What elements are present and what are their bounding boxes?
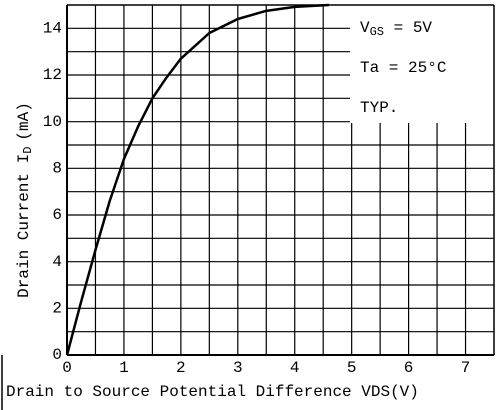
curves bbox=[65, 3, 329, 356]
y-tick-label: 6 bbox=[52, 206, 62, 224]
y-tick-label: 12 bbox=[43, 66, 62, 84]
x-tick-label: 5 bbox=[347, 359, 357, 377]
curve bbox=[65, 3, 329, 356]
annotation-text: Ta = 25°C bbox=[360, 59, 446, 77]
annotation: TYP. bbox=[360, 99, 398, 117]
y-axis-label-unit: (mA) bbox=[15, 102, 33, 140]
y-axis-label-subscript: D bbox=[21, 147, 35, 154]
annotation-box bbox=[350, 5, 494, 123]
x-tick-label: 6 bbox=[404, 359, 414, 377]
x-tick-label: 3 bbox=[233, 359, 243, 377]
annotation: VGS = 5V bbox=[360, 19, 432, 39]
y-axis-label-text: Drain Current I bbox=[15, 154, 33, 298]
annotation-text: V bbox=[360, 19, 370, 37]
x-axis-label: Drain to Source Potential Difference VDS… bbox=[6, 383, 419, 401]
x-tick-label: 1 bbox=[119, 359, 129, 377]
y-tick-label: 8 bbox=[52, 160, 62, 178]
x-tick-label: 2 bbox=[176, 359, 186, 377]
x-tick-label: 4 bbox=[290, 359, 300, 377]
annotation-subscript: GS bbox=[370, 25, 384, 39]
annotation: Ta = 25°C bbox=[360, 59, 446, 77]
y-tick-label: 2 bbox=[52, 300, 62, 318]
y-tick-label: 0 bbox=[52, 346, 62, 364]
y-axis-label: Drain Current ID (mA) bbox=[15, 102, 35, 298]
annotation-text: TYP. bbox=[360, 99, 398, 117]
y-tick-label: 10 bbox=[43, 113, 62, 131]
y-tick-label: 4 bbox=[52, 253, 62, 271]
annotation-suffix: = 5V bbox=[384, 19, 432, 37]
x-tick-label: 7 bbox=[461, 359, 471, 377]
y-tick-label: 14 bbox=[43, 20, 62, 38]
x-tick-label: 0 bbox=[62, 359, 72, 377]
